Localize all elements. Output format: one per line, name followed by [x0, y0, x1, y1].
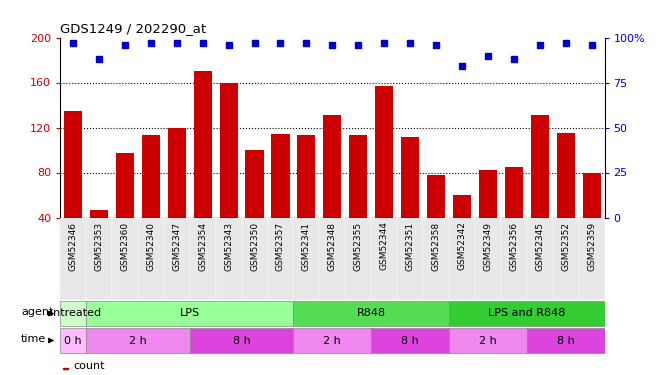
Bar	[64, 111, 82, 218]
Bar	[375, 86, 393, 218]
Bar	[293, 327, 371, 354]
Text: GSM52347: GSM52347	[172, 222, 181, 271]
Text: 8 h: 8 h	[232, 336, 250, 345]
Text: time: time	[21, 334, 46, 344]
Bar	[220, 82, 238, 218]
Text: count: count	[73, 361, 106, 371]
Bar	[242, 217, 267, 300]
Text: GSM52357: GSM52357	[276, 222, 285, 271]
Text: GSM52345: GSM52345	[535, 222, 544, 271]
Text: GSM52343: GSM52343	[224, 222, 233, 271]
Bar	[168, 128, 186, 218]
Text: GSM52342: GSM52342	[458, 222, 466, 270]
Bar	[371, 327, 449, 354]
Bar	[63, 368, 68, 369]
Bar	[449, 300, 605, 327]
Text: GSM52346: GSM52346	[69, 222, 77, 271]
Text: GSM52348: GSM52348	[328, 222, 337, 271]
Text: 8 h: 8 h	[556, 336, 574, 345]
Bar	[86, 217, 112, 300]
Text: agent: agent	[21, 307, 53, 317]
Bar	[60, 217, 86, 300]
Bar	[453, 195, 471, 217]
Bar	[142, 135, 160, 218]
Text: 8 h: 8 h	[401, 336, 419, 345]
Text: R848: R848	[357, 309, 386, 318]
Text: GSM52344: GSM52344	[379, 222, 389, 270]
Bar	[116, 153, 134, 218]
Bar	[293, 300, 449, 327]
Bar	[345, 217, 371, 300]
Bar	[319, 217, 345, 300]
Text: GSM52351: GSM52351	[405, 222, 415, 271]
Bar	[190, 327, 293, 354]
Text: 2 h: 2 h	[479, 336, 497, 345]
Bar	[527, 217, 552, 300]
Text: GSM52341: GSM52341	[302, 222, 311, 271]
Text: GDS1249 / 202290_at: GDS1249 / 202290_at	[60, 22, 206, 35]
Text: GSM52355: GSM52355	[354, 222, 363, 271]
Bar	[449, 217, 475, 300]
Bar	[60, 327, 86, 354]
Text: untreated: untreated	[45, 309, 101, 318]
Bar	[271, 134, 289, 218]
Bar	[86, 327, 190, 354]
Bar	[293, 217, 319, 300]
Bar	[556, 133, 574, 218]
Bar	[578, 217, 605, 300]
Bar	[216, 217, 242, 300]
Bar	[479, 170, 497, 217]
Bar	[371, 217, 397, 300]
Bar	[90, 210, 108, 218]
Bar	[323, 115, 341, 218]
Text: 0 h: 0 h	[64, 336, 82, 345]
Bar	[112, 217, 138, 300]
Bar	[423, 217, 449, 300]
Bar	[190, 217, 216, 300]
Text: GSM52358: GSM52358	[432, 222, 440, 271]
Text: GSM52350: GSM52350	[250, 222, 259, 271]
Bar	[86, 300, 293, 327]
Bar	[505, 167, 523, 218]
Bar	[245, 150, 264, 217]
Bar	[60, 300, 86, 327]
Bar	[164, 217, 190, 300]
Text: GSM52352: GSM52352	[561, 222, 570, 271]
Text: 2 h: 2 h	[129, 336, 147, 345]
Text: GSM52354: GSM52354	[198, 222, 207, 271]
Bar	[138, 217, 164, 300]
Bar	[194, 71, 212, 217]
Text: 2 h: 2 h	[323, 336, 341, 345]
Bar	[449, 327, 527, 354]
Bar	[501, 217, 527, 300]
Bar	[267, 217, 293, 300]
Bar	[349, 135, 367, 218]
Bar	[475, 217, 501, 300]
Bar	[297, 135, 315, 218]
Text: LPS: LPS	[180, 309, 200, 318]
Text: GSM52360: GSM52360	[120, 222, 130, 271]
Bar	[401, 136, 420, 218]
Text: GSM52340: GSM52340	[146, 222, 156, 271]
Text: GSM52356: GSM52356	[509, 222, 518, 271]
Text: GSM52359: GSM52359	[587, 222, 596, 271]
Bar	[527, 327, 605, 354]
Text: GSM52353: GSM52353	[94, 222, 104, 271]
Bar	[530, 115, 549, 218]
Bar	[397, 217, 423, 300]
Bar	[552, 217, 578, 300]
Bar	[582, 172, 601, 217]
Text: GSM52349: GSM52349	[484, 222, 492, 271]
Text: LPS and R848: LPS and R848	[488, 309, 565, 318]
Bar	[427, 175, 445, 217]
